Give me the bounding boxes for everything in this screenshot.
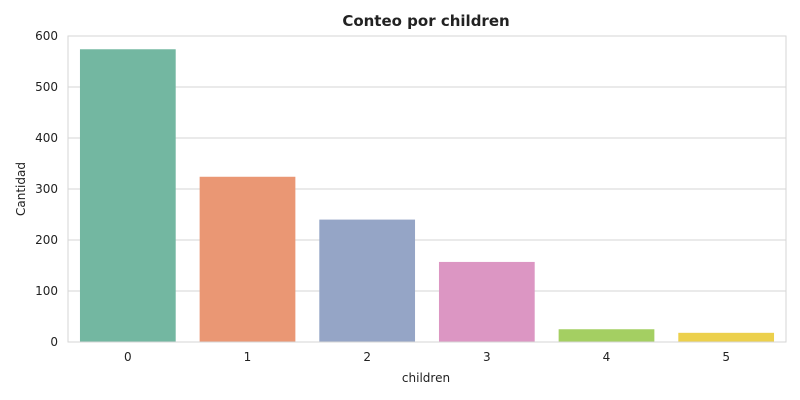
y-tick-label: 600 [35, 29, 58, 43]
x-axis-label: children [402, 371, 450, 385]
x-tick-label: 0 [124, 350, 132, 364]
bar-3 [438, 261, 535, 342]
y-tick-label: 300 [35, 182, 58, 196]
bar-5 [678, 332, 775, 342]
bar-4 [558, 329, 655, 342]
y-tick-label: 100 [35, 284, 58, 298]
x-tick-label: 1 [244, 350, 252, 364]
bar-1 [199, 176, 296, 342]
x-tick-label: 5 [722, 350, 730, 364]
bar-2 [319, 219, 416, 342]
y-tick-label: 0 [50, 335, 58, 349]
y-tick-label: 500 [35, 80, 58, 94]
x-tick-label: 4 [603, 350, 611, 364]
x-ticks: 0 1 2 3 4 5 [124, 350, 730, 364]
y-tick-label: 400 [35, 131, 58, 145]
bars [79, 49, 775, 342]
chart-title: Conteo por children [342, 12, 509, 30]
y-ticks: 0 100 200 300 400 500 600 [35, 29, 58, 349]
y-axis-label: Cantidad [14, 162, 28, 216]
x-tick-label: 2 [363, 350, 371, 364]
x-tick-label: 3 [483, 350, 491, 364]
plot-frame [67, 35, 787, 343]
bar-0 [79, 49, 176, 342]
y-tick-label: 200 [35, 233, 58, 247]
